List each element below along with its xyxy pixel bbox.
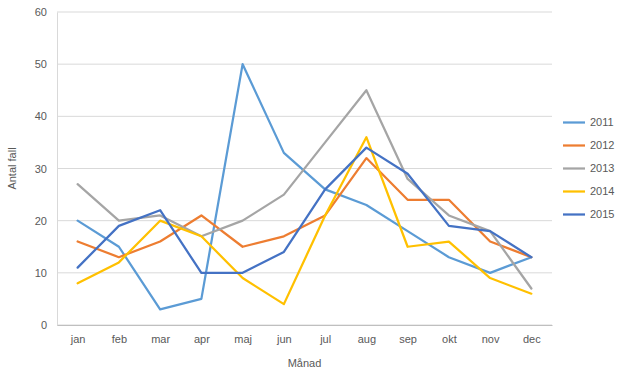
x-tick-label: dec: [523, 333, 541, 345]
x-tick: feb: [112, 325, 127, 345]
lines: [78, 64, 532, 309]
x-tick-label: jul: [319, 333, 331, 345]
x-tick: dec: [523, 325, 541, 345]
legend-label: 2011: [590, 116, 614, 128]
x-tick: maj: [234, 325, 252, 345]
y-tick-label: 10: [35, 267, 47, 279]
legend-label: 2013: [590, 162, 614, 174]
x-axis: jan feb mar apr maj jun jul aug sep okt nov dec: [58, 325, 553, 345]
y-axis-title: Antal fall: [6, 147, 18, 189]
legend-item: 2012: [563, 139, 614, 151]
legend-swatch: [563, 190, 585, 192]
x-tick-label: maj: [234, 333, 252, 345]
grid-line: [57, 116, 552, 117]
grid-line: [57, 325, 552, 326]
y-tick-label: 30: [35, 163, 47, 175]
x-tick-label: okt: [442, 333, 457, 345]
legend-item: 2014: [563, 185, 614, 197]
x-tick: jul: [319, 325, 331, 345]
x-tick: nov: [482, 325, 500, 345]
legend-swatch: [563, 144, 585, 146]
legend-label: 2014: [590, 185, 614, 197]
plot: 0 10 20 30 40 50 60 jan feb mar apr maj jun jul aug sep…: [35, 6, 553, 345]
chart: 0 10 20 30 40 50 60 jan feb mar apr maj jun jul aug sep…: [0, 0, 635, 379]
series-line: [78, 64, 532, 309]
grid: [57, 12, 552, 325]
y-axis: 0 10 20 30 40 50 60: [35, 6, 58, 331]
y-tick: 60: [35, 6, 57, 18]
x-tick: mar: [151, 325, 170, 345]
grid-line: [57, 64, 552, 65]
y-tick-label: 20: [35, 215, 47, 227]
x-tick-label: apr: [194, 333, 210, 345]
legend-item: 2011: [563, 116, 614, 128]
x-tick-label: sep: [399, 333, 417, 345]
legend-swatch: [563, 121, 585, 123]
y-tick: 50: [35, 58, 57, 70]
legend: 2011 2012 2013 2014 2015: [563, 116, 614, 220]
y-tick: 40: [35, 110, 57, 122]
x-tick: jan: [70, 325, 86, 345]
legend-item: 2013: [563, 162, 614, 174]
legend-swatch: [563, 167, 585, 169]
series-line: [78, 158, 532, 257]
legend-label: 2012: [590, 139, 614, 151]
grid-line: [57, 272, 552, 273]
y-tick: 30: [35, 163, 57, 175]
x-axis-title: Månad: [288, 357, 322, 369]
x-tick: okt: [442, 325, 457, 345]
y-tick-label: 50: [35, 58, 47, 70]
x-tick-label: feb: [112, 333, 127, 345]
x-tick-label: jan: [70, 333, 86, 345]
x-tick: apr: [194, 325, 210, 345]
x-tick-label: mar: [151, 333, 170, 345]
grid-line: [57, 12, 552, 13]
y-tick-label: 0: [41, 319, 47, 331]
x-axis-line: [58, 325, 553, 326]
x-tick: aug: [358, 325, 376, 345]
y-tick-label: 40: [35, 110, 47, 122]
x-tick: jun: [276, 325, 292, 345]
y-axis-line: [57, 13, 58, 326]
x-tick: sep: [399, 325, 417, 345]
x-tick-label: jun: [276, 333, 292, 345]
y-tick: 20: [35, 215, 57, 227]
series-line: [78, 148, 532, 273]
legend-swatch: [563, 213, 585, 215]
y-tick-label: 60: [35, 6, 47, 18]
legend-label: 2015: [590, 208, 614, 220]
series-line: [78, 137, 532, 304]
y-tick: 0: [41, 319, 57, 331]
x-tick-label: aug: [358, 333, 376, 345]
legend-item: 2015: [563, 208, 614, 220]
x-tick-label: nov: [482, 333, 500, 345]
y-tick: 10: [35, 267, 57, 279]
